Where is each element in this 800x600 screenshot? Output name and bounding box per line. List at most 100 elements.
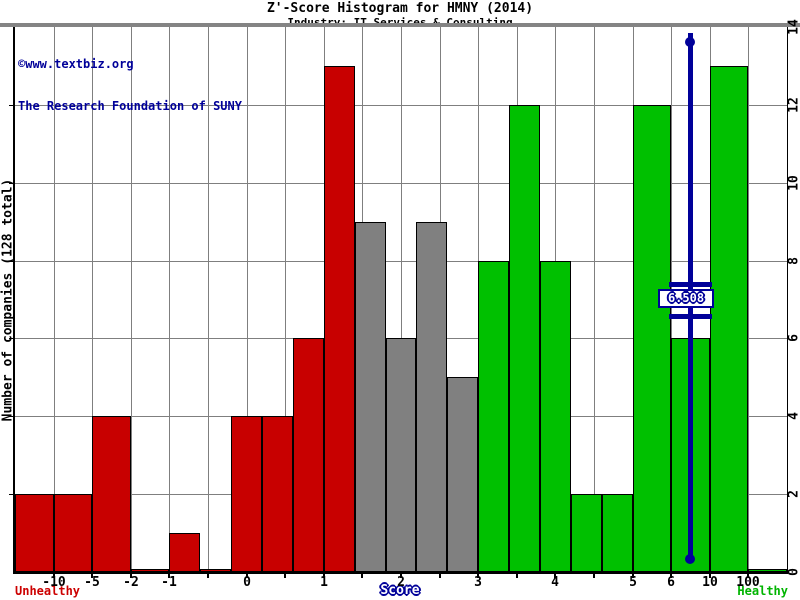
y-tick-label: 6 bbox=[786, 334, 800, 342]
x-tick-label: 3 bbox=[474, 575, 482, 590]
x-tick-mark bbox=[130, 574, 132, 578]
x-tick-mark bbox=[91, 574, 93, 578]
watermark-url: ©www.textbiz.org bbox=[18, 57, 134, 71]
x-tick-mark bbox=[207, 574, 209, 578]
histogram-bar bbox=[386, 338, 416, 572]
histogram-bar bbox=[355, 222, 386, 572]
histogram-bar bbox=[15, 494, 54, 572]
histogram-bar bbox=[478, 261, 509, 572]
histogram-bar bbox=[324, 66, 355, 572]
x-tick-mark bbox=[670, 574, 672, 578]
y-tick-label: 10 bbox=[786, 175, 800, 191]
x-tick-label: 10 bbox=[702, 575, 718, 590]
histogram-bar bbox=[262, 416, 293, 572]
vertical-gridline bbox=[208, 27, 209, 572]
horizontal-gridline bbox=[15, 105, 787, 106]
x-tick-label: 6 bbox=[667, 575, 675, 590]
x-tick-label: -1 bbox=[161, 575, 177, 590]
x-tick-mark bbox=[747, 574, 749, 578]
x-tick-mark bbox=[53, 574, 55, 578]
vertical-gridline bbox=[748, 27, 749, 572]
x-tick-mark bbox=[516, 574, 518, 578]
x-tick-label: 4 bbox=[551, 575, 559, 590]
vertical-gridline bbox=[401, 27, 402, 572]
histogram-bar bbox=[200, 569, 231, 572]
x-axis-title: Score bbox=[380, 583, 420, 598]
x-tick-label: 5 bbox=[629, 575, 637, 590]
y-tick-mark bbox=[9, 183, 14, 184]
histogram-bar bbox=[710, 66, 748, 572]
x-tick-label: 1 bbox=[320, 575, 328, 590]
x-tick-mark bbox=[284, 574, 286, 578]
x-tick-mark bbox=[400, 574, 402, 578]
histogram-bar bbox=[447, 377, 478, 572]
x-tick-label: 2 bbox=[397, 575, 405, 590]
marker-upper-crossbar bbox=[669, 282, 712, 287]
y-tick-label: 8 bbox=[786, 257, 800, 265]
y-tick-mark bbox=[9, 338, 14, 339]
histogram-bar bbox=[748, 569, 787, 572]
vertical-gridline bbox=[92, 27, 93, 572]
y-tick-label: 0 bbox=[786, 568, 800, 576]
vertical-gridline bbox=[169, 27, 170, 572]
x-tick-label: -10 bbox=[42, 575, 66, 590]
horizontal-gridline bbox=[15, 261, 787, 262]
histogram-bar bbox=[131, 569, 169, 572]
x-tick-mark bbox=[168, 574, 170, 578]
y2-axis-line bbox=[787, 27, 788, 572]
histogram-bar bbox=[92, 416, 131, 572]
y-tick-label: 12 bbox=[786, 97, 800, 113]
x-axis-line bbox=[13, 572, 788, 574]
x-tick-mark bbox=[632, 574, 634, 578]
plot-area: ©www.textbiz.org The Research Foundation… bbox=[15, 27, 787, 572]
x-tick-mark bbox=[554, 574, 556, 578]
healthy-zone-label: Healthy bbox=[737, 584, 788, 598]
marker-lower-crossbar bbox=[669, 314, 712, 319]
unhealthy-zone-label: Unhealthy bbox=[15, 584, 81, 598]
watermark-org: The Research Foundation of SUNY bbox=[18, 99, 242, 113]
x-tick-label: 0 bbox=[243, 575, 251, 590]
histogram-bar bbox=[540, 261, 571, 572]
watermark: ©www.textbiz.org The Research Foundation… bbox=[18, 29, 242, 141]
histogram-bar bbox=[633, 105, 671, 572]
x-tick-mark bbox=[323, 574, 325, 578]
y-axis-line bbox=[13, 27, 15, 574]
histogram-bar bbox=[293, 338, 324, 572]
histogram-bar bbox=[416, 222, 447, 572]
x-tick-label: -5 bbox=[84, 575, 100, 590]
histogram-bar bbox=[509, 105, 540, 572]
x-tick-mark bbox=[246, 574, 248, 578]
histogram-bar bbox=[54, 494, 92, 572]
y-tick-mark bbox=[9, 261, 14, 262]
marker-top-dot bbox=[685, 37, 695, 47]
vertical-gridline bbox=[594, 27, 595, 572]
x-tick-mark bbox=[477, 574, 479, 578]
x-tick-mark bbox=[709, 574, 711, 578]
histogram-bar bbox=[571, 494, 602, 572]
y-tick-mark bbox=[9, 416, 14, 417]
chart-title: Z'-Score Histogram for HMNY (2014) bbox=[266, 1, 534, 16]
vertical-gridline bbox=[131, 27, 132, 572]
plot-top-border bbox=[0, 23, 800, 27]
x-tick-mark bbox=[439, 574, 441, 578]
x-tick-label: -2 bbox=[123, 575, 139, 590]
y-tick-mark bbox=[9, 105, 14, 106]
marker-value-label: 6.508 bbox=[658, 289, 714, 308]
vertical-gridline bbox=[285, 27, 286, 572]
vertical-gridline bbox=[54, 27, 55, 572]
marker-value-text: 6.508 bbox=[667, 291, 705, 305]
marker-bottom-dot bbox=[685, 554, 695, 564]
horizontal-gridline bbox=[15, 183, 787, 184]
x-tick-mark bbox=[361, 574, 363, 578]
histogram-bar bbox=[169, 533, 200, 572]
y-tick-mark bbox=[9, 494, 14, 495]
y-tick-label: 4 bbox=[786, 412, 800, 420]
y-tick-label: 2 bbox=[786, 490, 800, 498]
y-axis-title: Number of companies (128 total) bbox=[0, 178, 16, 422]
histogram-bar bbox=[602, 494, 633, 572]
y-tick-label: 14 bbox=[786, 19, 800, 35]
x-tick-mark bbox=[593, 574, 595, 578]
vertical-gridline bbox=[247, 27, 248, 572]
histogram-bar bbox=[231, 416, 262, 572]
